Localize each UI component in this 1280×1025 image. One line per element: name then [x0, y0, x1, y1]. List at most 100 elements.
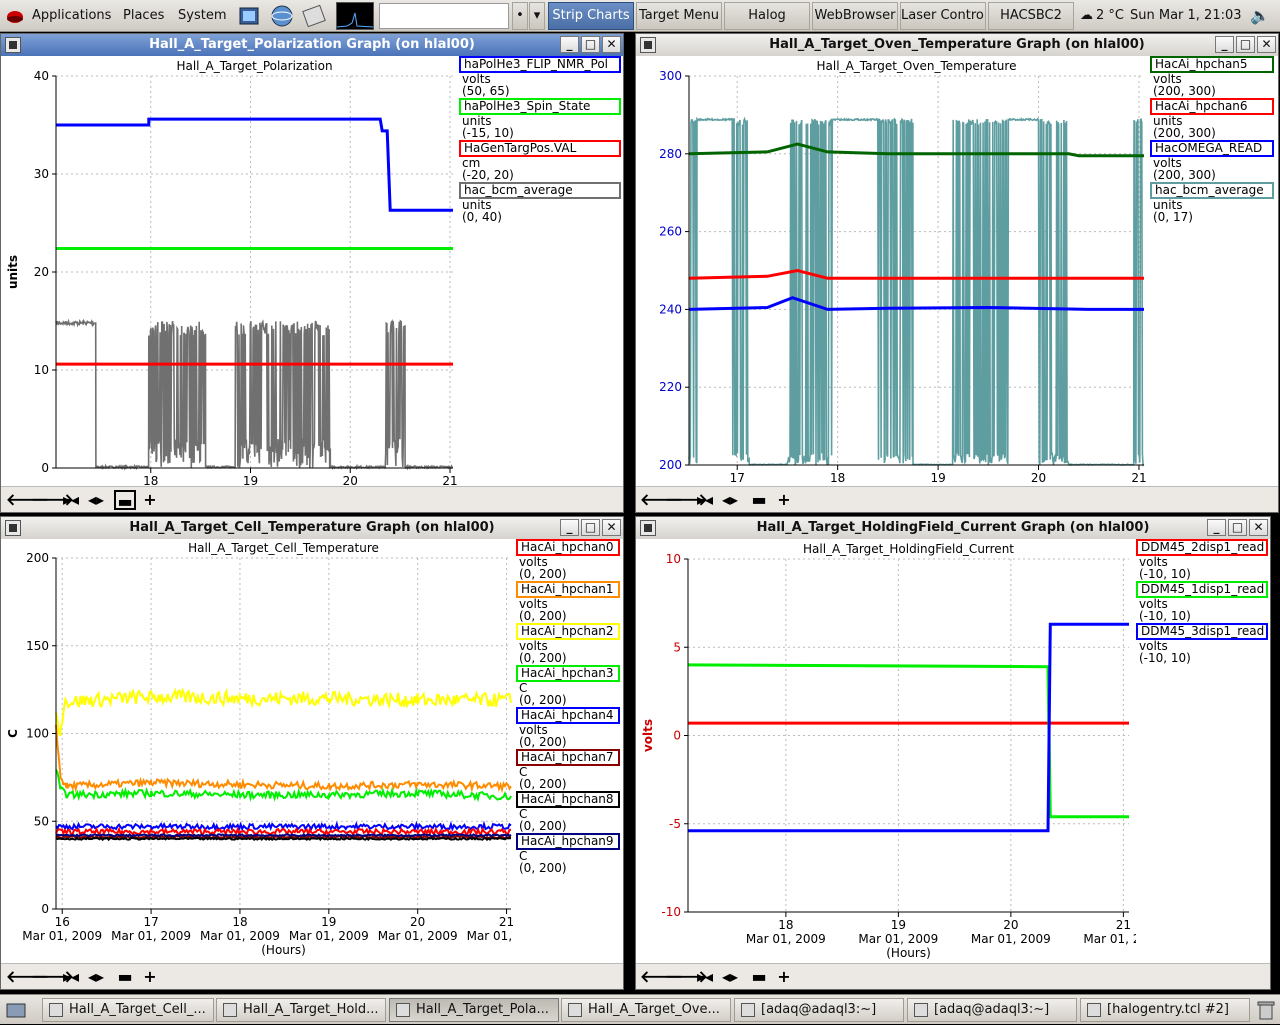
plot-oven[interactable]: Hall_A_Target_Oven_Temperature 200 220 240 2…	[636, 56, 1148, 488]
task-cell-window[interactable]: Hall_A_Target_Cell_...	[42, 998, 214, 1022]
legend-series-name[interactable]: hac_bcm_average	[459, 182, 621, 199]
minimize-button[interactable]: _	[560, 519, 579, 536]
zoom-y-icon[interactable]: ▬	[117, 967, 133, 986]
legend-series-name[interactable]: DDM45_2disp1_read	[1136, 539, 1268, 556]
legend-series-name[interactable]: HacAi_hpchan7	[516, 749, 620, 766]
task-terminal-2[interactable]: [adaq@adaql3:~]	[907, 998, 1077, 1022]
maximize-button[interactable]: □	[581, 519, 600, 536]
window-menu-icon[interactable]	[640, 520, 656, 536]
window-titlebar[interactable]: Hall_A_Target_Cell_Temperature Graph (on…	[1, 517, 623, 539]
pan-left-icon[interactable]: 🡐	[640, 967, 683, 986]
legend-entry[interactable]: DDM45_3disp1_read volts (-10, 10)	[1136, 623, 1268, 664]
add-graph-icon[interactable]: +	[143, 967, 157, 986]
plot-polarization[interactable]: Hall_A_Target_Polarization01020304018Mar…	[1, 56, 457, 488]
system-menu[interactable]: System	[178, 8, 227, 23]
window-menu-icon[interactable]	[640, 37, 656, 53]
legend-series-name[interactable]: HaGenTargPos.VAL	[459, 140, 621, 157]
pan-left-icon[interactable]: 🡐	[6, 490, 49, 509]
task-oven-window[interactable]: Hall_A_Target_Ove...	[561, 998, 731, 1022]
legend-series-name[interactable]: HacAi_hpchan5	[1150, 56, 1274, 73]
zoom-out-x-icon[interactable]: ◂▸	[721, 490, 739, 509]
legend-series-name[interactable]: hac_bcm_average	[1150, 182, 1274, 199]
volume-icon[interactable]: 🔈	[1250, 6, 1270, 25]
trash-icon[interactable]	[1256, 999, 1276, 1021]
legend-series-name[interactable]: HacAi_hpchan4	[516, 707, 620, 724]
zoom-in-x-icon[interactable]: ▸◂	[696, 490, 714, 509]
zoom-out-x-icon[interactable]: ◂▸	[721, 967, 739, 986]
zoom-in-x-icon[interactable]: ▸◂	[696, 967, 714, 986]
strip-charts-button[interactable]: Strip Charts	[548, 2, 634, 30]
legend-entry[interactable]: haPolHe3_FLIP_NMR_Pol volts (50, 65)	[459, 56, 621, 97]
legend-series-name[interactable]: HacOMEGA_READ	[1150, 140, 1274, 157]
add-graph-icon[interactable]: +	[777, 490, 791, 509]
task-halogentry[interactable]: [halogentry.tcl #2]	[1080, 998, 1250, 1022]
zoom-in-x-icon[interactable]: ▸◂	[62, 967, 80, 986]
close-button[interactable]: ✕	[602, 36, 621, 53]
legend-series-name[interactable]: DDM45_1disp1_read	[1136, 581, 1268, 598]
pan-right-icon[interactable]: 🡒	[31, 967, 74, 986]
legend-series-name[interactable]: HacAi_hpchan0	[516, 539, 620, 556]
legend-series-name[interactable]: haPolHe3_Spin_State	[459, 98, 621, 115]
add-graph-icon[interactable]: +	[143, 490, 157, 509]
close-button[interactable]: ✕	[1249, 519, 1268, 536]
window-titlebar[interactable]: Hall_A_Target_HoldingField_Current Graph…	[636, 517, 1270, 539]
maximize-button[interactable]: □	[581, 36, 600, 53]
minimize-button[interactable]: _	[1207, 519, 1226, 536]
calculator-launcher-icon[interactable]	[300, 2, 328, 30]
target-menu-button[interactable]: Target Menu	[636, 2, 722, 30]
plot-holdingfield[interactable]: Hall_A_Target_HoldingField_Current -10 -5 0…	[636, 539, 1136, 965]
cpu-monitor-applet[interactable]	[336, 2, 374, 30]
window-menu-icon[interactable]	[5, 520, 21, 536]
close-button[interactable]: ✕	[602, 519, 621, 536]
zoom-y-icon[interactable]: ▬	[751, 967, 767, 986]
legend-series-name[interactable]: HacAi_hpchan3	[516, 665, 620, 682]
zoom-y-icon[interactable]: ▬	[114, 490, 136, 511]
task-polarization-window[interactable]: Hall_A_Target_Pola...	[389, 998, 559, 1022]
legend-entry[interactable]: haPolHe3_Spin_State units (-15, 10)	[459, 98, 621, 139]
pan-right-icon[interactable]: 🡒	[665, 967, 708, 986]
legend-series-name[interactable]: HacAi_hpchan6	[1150, 98, 1274, 115]
minimize-button[interactable]: _	[560, 36, 579, 53]
minimize-button[interactable]: _	[1215, 36, 1234, 53]
laser-control-button[interactable]: Laser Control	[900, 2, 986, 30]
close-button[interactable]: ✕	[1257, 36, 1276, 53]
applications-menu[interactable]: Applications	[32, 8, 112, 23]
weather-temp[interactable]: 2 °C	[1096, 8, 1124, 23]
clock[interactable]: Sun Mar 1, 21:03	[1130, 8, 1242, 23]
legend-entry[interactable]: HacAi_hpchan1 volts (0, 200)	[516, 581, 620, 622]
screenshot-launcher-icon[interactable]	[238, 2, 260, 30]
legend-series-name[interactable]: HacAi_hpchan1	[516, 581, 620, 598]
task-terminal-1[interactable]: [adaq@adaql3:~]	[734, 998, 904, 1022]
legend-entry[interactable]: HacAi_hpchan4 volts (0, 200)	[516, 707, 620, 748]
legend-entry[interactable]: DDM45_1disp1_read volts (-10, 10)	[1136, 581, 1268, 622]
dropdown-button[interactable]: ▾	[529, 2, 545, 30]
legend-series-name[interactable]: DDM45_3disp1_read	[1136, 623, 1268, 640]
redhat-logo-icon[interactable]	[6, 2, 24, 30]
legend-series-name[interactable]: HacAi_hpchan9	[516, 833, 620, 850]
zoom-out-x-icon[interactable]: ◂▸	[87, 490, 105, 509]
show-desktop-icon[interactable]	[6, 1000, 26, 1020]
legend-entry[interactable]: hac_bcm_average units (0, 40)	[459, 182, 621, 223]
pan-right-icon[interactable]: 🡒	[31, 490, 74, 509]
network-launcher-icon[interactable]	[268, 2, 296, 30]
plot-cell[interactable]: Hall_A_Target_Cell_Temperature 0 50 100 150 2…	[1, 539, 515, 965]
legend-entry[interactable]: HacAi_hpchan9 C (0, 200)	[516, 833, 620, 874]
legend-series-name[interactable]: haPolHe3_FLIP_NMR_Pol	[459, 56, 621, 73]
window-titlebar[interactable]: Hall_A_Target_Polarization Graph (on hla…	[1, 34, 623, 56]
bullet-button[interactable]: •	[512, 2, 528, 30]
legend-entry[interactable]: HaGenTargPos.VAL cm (-20, 20)	[459, 140, 621, 181]
task-holdingfield-window[interactable]: Hall_A_Target_Hold...	[216, 998, 386, 1022]
halog-button[interactable]: Halog	[724, 2, 810, 30]
legend-series-name[interactable]: HacAi_hpchan8	[516, 791, 620, 808]
window-titlebar[interactable]: Hall_A_Target_Oven_Temperature Graph (on…	[636, 34, 1278, 56]
hacsbc2-button[interactable]: HACSBC2	[988, 2, 1074, 30]
legend-entry[interactable]: DDM45_2disp1_read volts (-10, 10)	[1136, 539, 1268, 580]
legend-entry[interactable]: HacAi_hpchan3 C (0, 200)	[516, 665, 620, 706]
maximize-button[interactable]: □	[1236, 36, 1255, 53]
pan-left-icon[interactable]: 🡐	[640, 490, 683, 509]
window-menu-icon[interactable]	[5, 37, 21, 53]
legend-entry[interactable]: HacAi_hpchan8 C (0, 200)	[516, 791, 620, 832]
maximize-button[interactable]: □	[1228, 519, 1247, 536]
zoom-in-x-icon[interactable]: ▸◂	[62, 490, 80, 509]
legend-entry[interactable]: HacOMEGA_READ volts (200, 300)	[1150, 140, 1274, 181]
